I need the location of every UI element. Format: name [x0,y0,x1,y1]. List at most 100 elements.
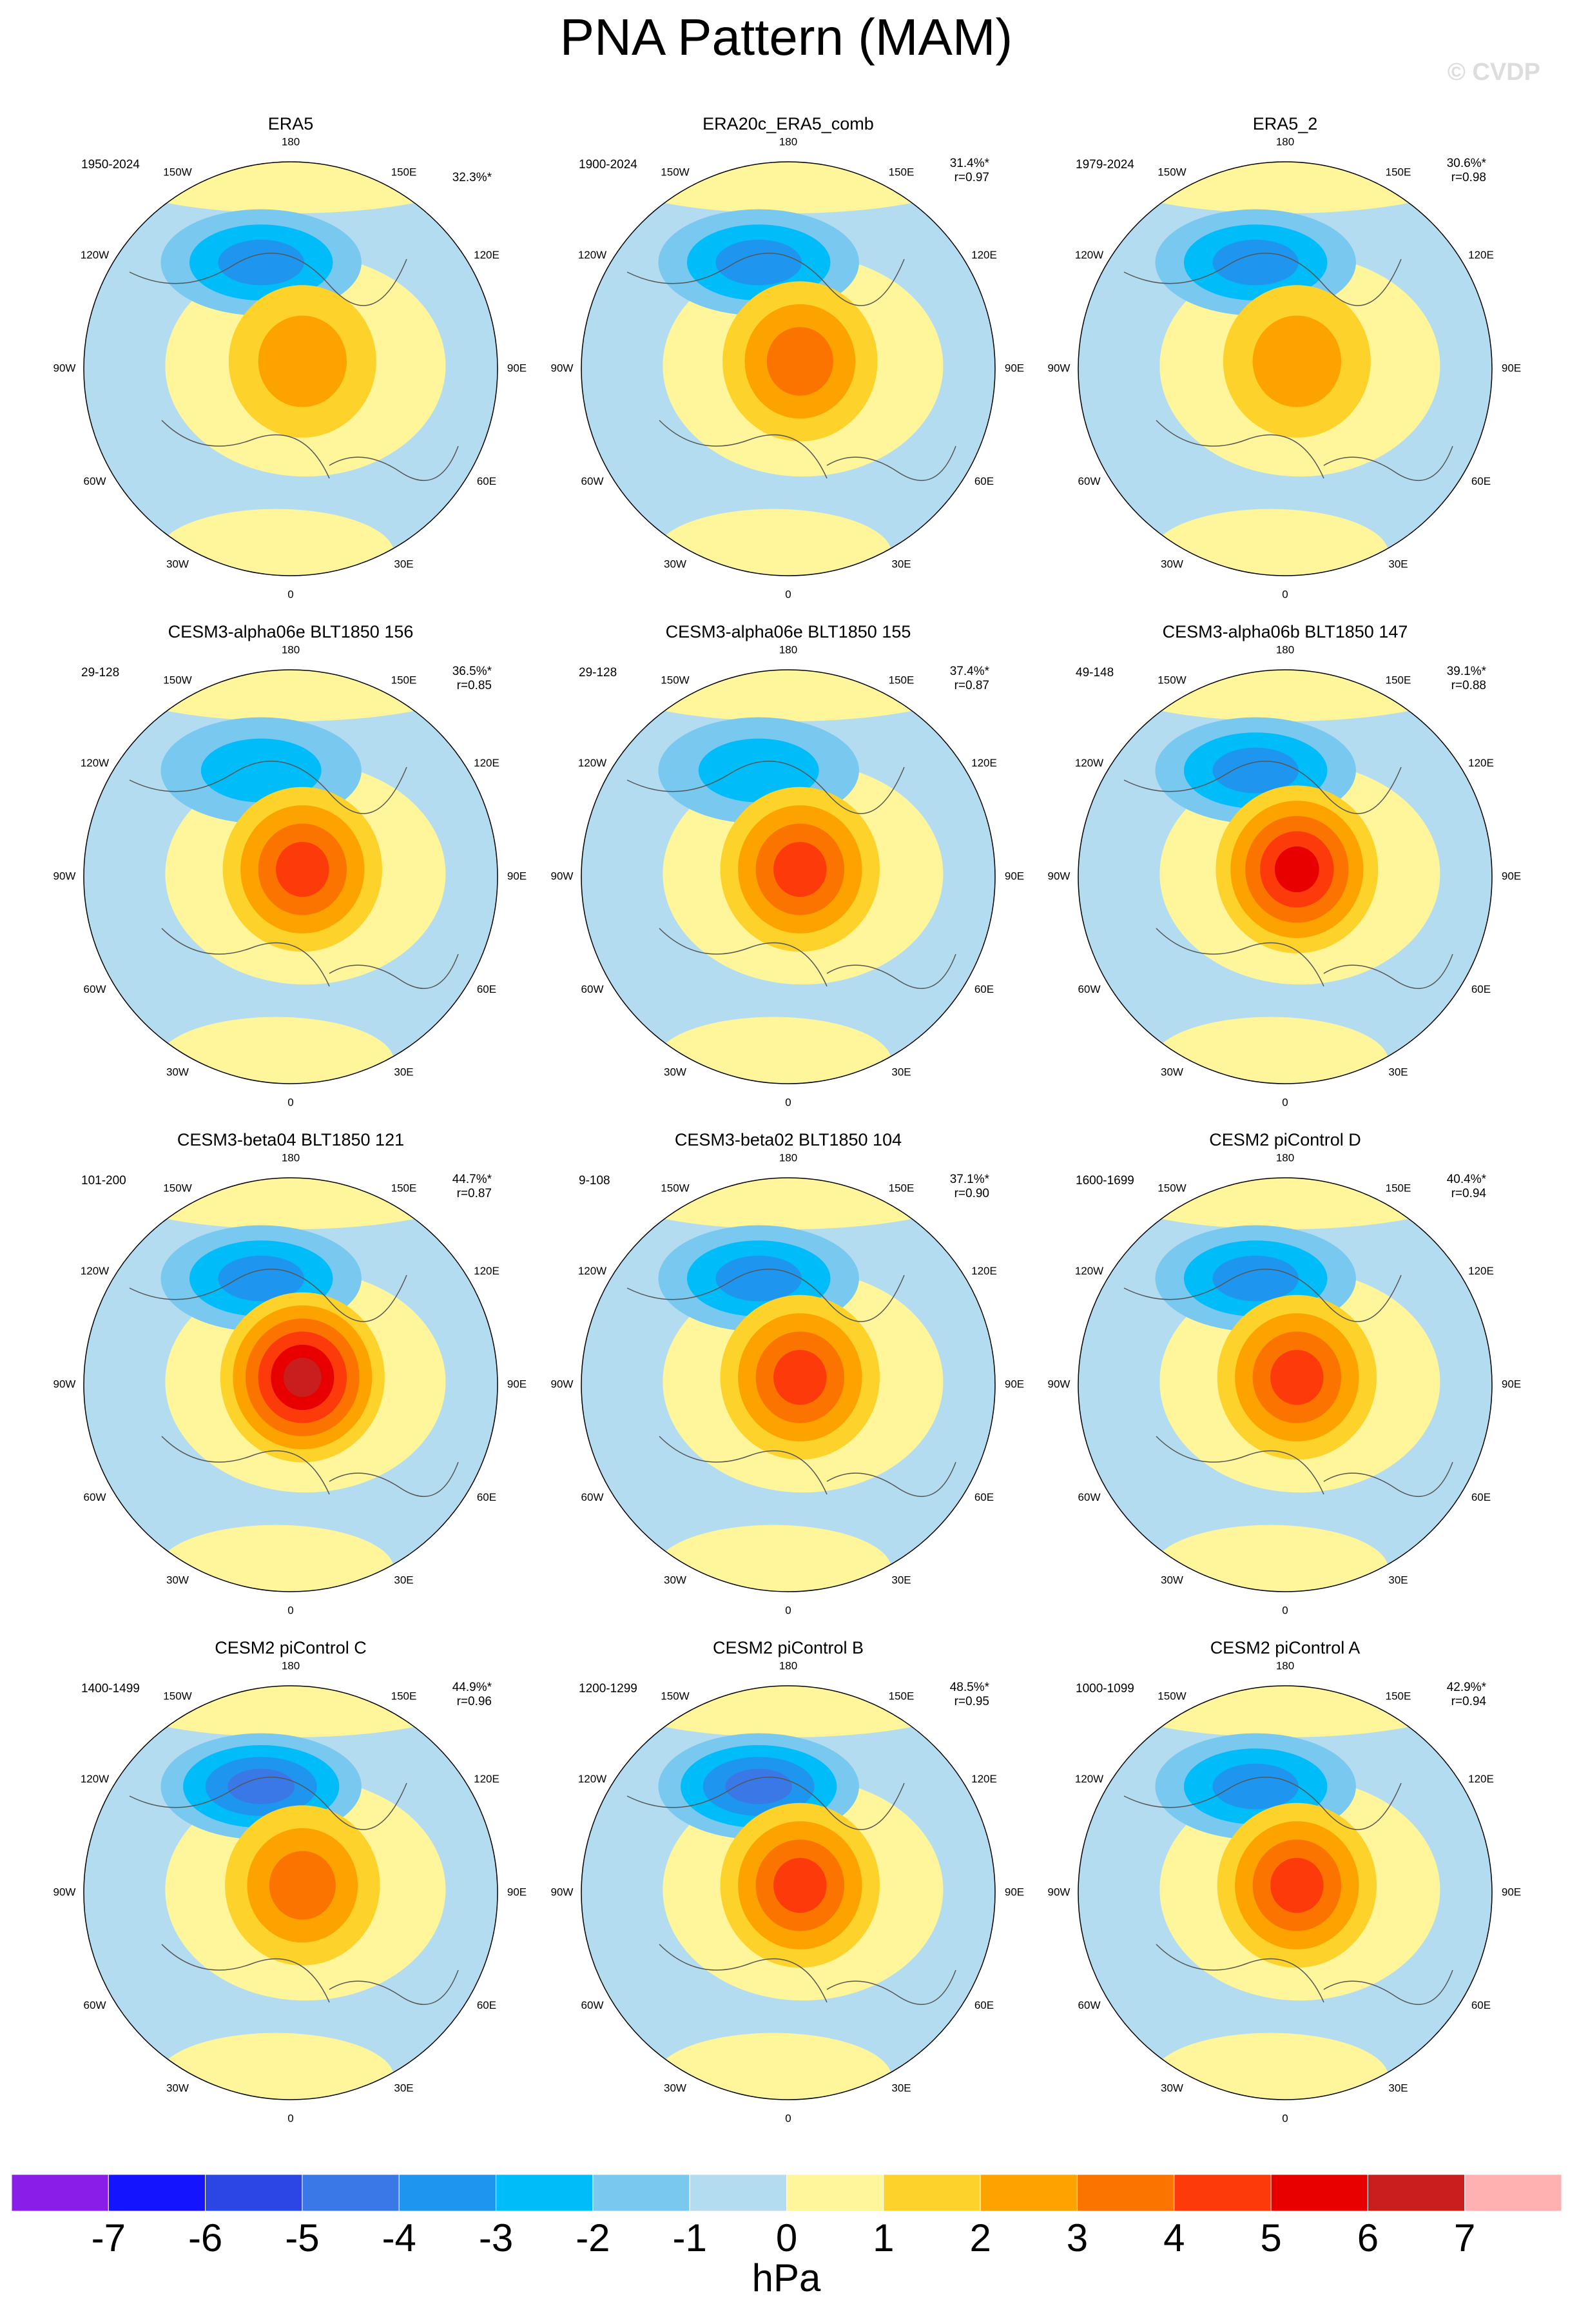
longitude-label: 30W [166,1574,189,1586]
longitude-label: 150E [391,1690,417,1703]
longitude-label: 120E [971,1265,997,1277]
map-field [581,1178,995,1592]
panel-title: CESM3-beta02 BLT1850 104 [675,1130,902,1149]
period-label: 1200-1299 [579,1682,637,1695]
colorbar-box [496,2174,594,2212]
longitude-label: 180 [779,1659,797,1672]
longitude-label: 60E [974,983,994,995]
negative-region [200,738,322,803]
colorbar-box [302,2174,400,2212]
figure-title: PNA Pattern (MAM) [560,8,1012,66]
variance-label: 44.9%* [452,1681,492,1694]
longitude-label: 150E [889,674,915,687]
longitude-label: 120E [1468,1265,1494,1277]
positive-region [773,841,827,897]
longitude-label: 30E [1388,2082,1408,2094]
longitude-label: 60W [581,1491,604,1503]
longitude-label: 90E [1502,362,1521,374]
longitude-label: 0 [785,1604,791,1616]
longitude-label: 60E [477,475,496,487]
map-field [581,162,995,576]
coastline [129,761,459,990]
longitude-label: 150W [661,1182,689,1195]
longitude-label: 0 [287,1604,293,1616]
period-label: 1400-1499 [81,1682,140,1695]
coastline [1123,761,1453,990]
longitude-label: 30E [394,558,413,570]
longitude-label: 150W [163,1182,191,1195]
positive-region [1252,315,1342,407]
correlation-label: r=0.96 [457,1695,492,1708]
map-border [1078,669,1493,1084]
map-field [1078,1686,1492,2100]
longitude-label: 180 [1276,643,1294,656]
coastline [626,253,956,482]
period-label: 101-200 [81,1174,126,1187]
negative-region [218,239,304,286]
longitude-label: 120W [578,757,606,769]
negative-region [1212,239,1299,286]
map-panel: CESM3-beta04 BLT1850 121 101-200 44.7%*r=0… [53,1130,527,1616]
correlation-label: r=0.94 [1451,1187,1487,1200]
map-field [84,1686,498,2100]
longitude-label: 120W [81,757,109,769]
longitude-label: 0 [785,588,791,600]
correlation-label: r=0.94 [1451,1695,1487,1708]
positive-region [773,1857,827,1913]
colorbar-tick-label: 0 [776,2216,797,2260]
longitude-label: 30E [394,1574,413,1586]
period-label: 1979-2024 [1076,158,1134,171]
coastline [626,1777,956,2006]
longitude-label: 60E [1471,1491,1491,1503]
positive-region [258,315,347,407]
positive-region [766,327,833,396]
negative-region [218,1255,304,1302]
positive-region [595,1686,982,1737]
correlation-label: r=0.97 [954,171,989,184]
positive-region [1274,846,1319,893]
longitude-label: 150E [1386,166,1411,179]
longitude-label: 150E [889,1690,915,1703]
longitude-label: 120E [1468,757,1494,769]
positive-region [1270,1349,1324,1405]
longitude-label: 30E [891,558,911,570]
longitude-label: 150E [391,674,417,687]
positive-region [1152,2033,1389,2100]
longitude-label: 90W [1048,870,1070,882]
positive-region [97,162,484,213]
map-panel: ERA5 1950-2024 32.3%* 180 150E 120E 90E 60E 30E 0… [53,114,527,600]
longitude-label: 60E [974,1999,994,2011]
map-panel: CESM3-beta02 BLT1850 104 9-108 37.1%*r=0.9… [551,1130,1025,1616]
negative-region [1212,1255,1299,1302]
longitude-label: 90W [53,1378,76,1390]
longitude-label: 0 [785,2112,791,2124]
correlation-label: r=0.87 [457,1187,492,1200]
longitude-label: 0 [287,588,293,600]
longitude-label: 60W [581,1999,604,2011]
map-panel: ERA5_2 1979-2024 30.6%*r=0.98 180 150E 120E 90… [1048,114,1522,600]
longitude-label: 60E [1471,1999,1491,2011]
longitude-label: 60W [1078,1999,1101,2011]
positive-region [655,1017,892,1084]
longitude-label: 90E [1502,1886,1521,1898]
longitude-label: 90E [1005,1378,1024,1390]
longitude-label: 60E [477,983,496,995]
longitude-label: 0 [287,1096,293,1108]
positive-region [1152,509,1389,576]
colorbar-box [1367,2174,1466,2212]
longitude-label: 150E [1386,674,1411,687]
longitude-label: 0 [287,2112,293,2124]
map-panel: CESM2 piControl B 1200-1299 48.5%*r=0.95 18… [551,1638,1025,2124]
panel-title: CESM2 piControl B [713,1638,864,1657]
variance-label: 31.4%* [950,157,990,170]
longitude-label: 90W [551,1378,574,1390]
panel-title: CESM3-beta04 BLT1850 121 [177,1130,404,1149]
colorbar-tick-label: 4 [1163,2216,1185,2260]
longitude-label: 90W [551,362,574,374]
positive-region [97,1686,484,1737]
map-border [1078,161,1493,576]
map-border [581,161,996,576]
map-field [84,1178,498,1592]
longitude-label: 150E [391,1182,417,1195]
